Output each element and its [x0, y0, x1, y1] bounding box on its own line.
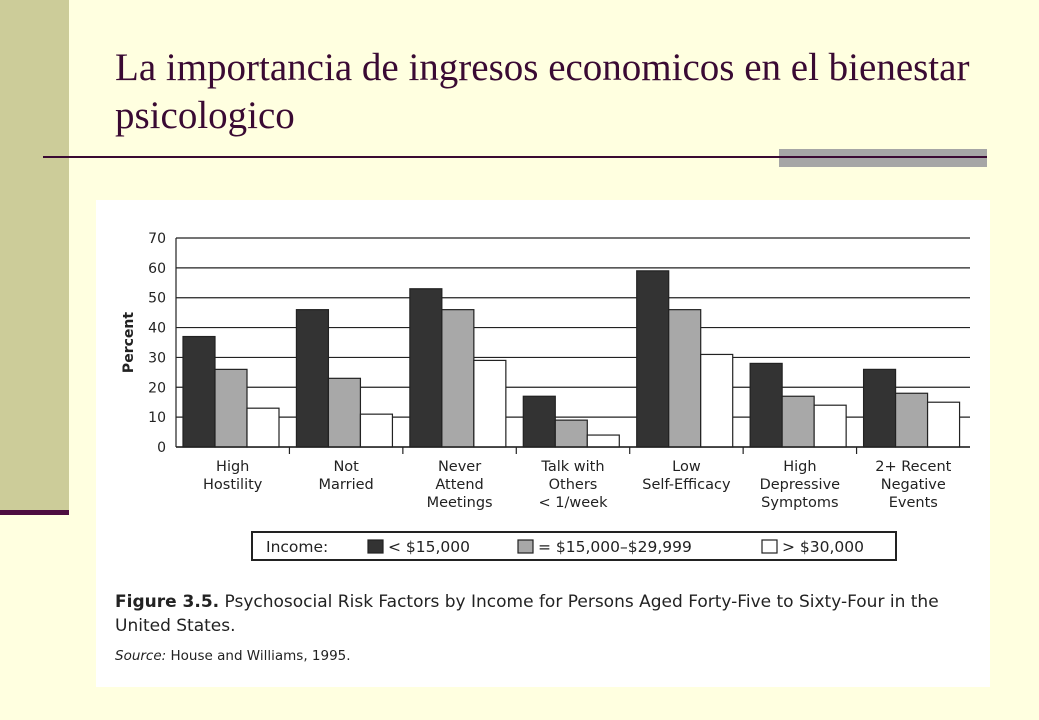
x-tick-label: Meetings [427, 495, 493, 511]
x-tick-label: Others [549, 477, 598, 493]
x-tick-label: Hostility [203, 477, 263, 493]
figure-image: 0 10 20 30 40 50 60 70 Percent High Hostility Not Ma… [96, 200, 990, 687]
x-tick-label: Events [889, 495, 938, 511]
y-axis-label: Percent [121, 312, 137, 373]
left-accent-band [0, 0, 69, 510]
y-tick-label: 40 [148, 321, 166, 337]
slide-title: La importancia de ingresos economicos en… [115, 46, 970, 137]
bar [327, 377, 362, 448]
figure-caption: Figure 3.5. Psychosocial Risk Factors by… [115, 590, 985, 638]
caption-text: Psychosocial Risk Factors by Income for … [115, 592, 939, 636]
bar [700, 353, 734, 448]
y-tick-label: 70 [148, 231, 166, 247]
x-tick-label: High [216, 459, 249, 475]
y-tick-label: 10 [148, 410, 166, 426]
legend-swatch [517, 539, 534, 554]
x-tick-label: Self-Efficacy [642, 477, 731, 493]
legend-title: Income: [266, 538, 328, 556]
figure-source: Source: House and Williams, 1995. [115, 648, 985, 664]
caption-label: Figure 3.5. [115, 592, 220, 612]
x-tick-label: Low [672, 459, 701, 475]
y-tick-label: 0 [157, 440, 166, 456]
legend-label: = $15,000–$29,999 [538, 538, 692, 556]
x-tick-label: Negative [881, 477, 946, 493]
legend-box [251, 531, 897, 561]
bar [894, 392, 929, 448]
legend-swatch [367, 539, 384, 554]
bar [586, 434, 620, 448]
y-tick-label: 60 [148, 261, 166, 277]
x-tick-label: Not [333, 459, 359, 475]
title-divider [43, 156, 987, 158]
legend-label: > $30,000 [782, 538, 864, 556]
y-tick-label: 50 [148, 291, 166, 307]
bar [781, 395, 815, 448]
bar-chart: 0 10 20 30 40 50 60 70 Percent High Hostility Not Ma… [121, 231, 970, 561]
bar [441, 309, 475, 448]
bar [473, 359, 507, 448]
bar [359, 413, 394, 448]
bar [246, 407, 280, 448]
bar [749, 362, 783, 448]
x-tick-label: High [783, 459, 816, 475]
bar [214, 368, 248, 448]
source-text: House and Williams, 1995. [170, 648, 351, 664]
bar [862, 368, 897, 448]
bar [182, 335, 216, 448]
bar [522, 395, 556, 448]
x-tick-label: Married [319, 477, 374, 493]
x-tick-label: Symptoms [761, 495, 838, 511]
x-tick-label: Never [438, 459, 481, 475]
x-tick-label: Talk with [540, 459, 604, 475]
left-accent-line [0, 510, 69, 515]
source-label: Source: [115, 648, 167, 664]
bar [668, 309, 702, 448]
bar [926, 401, 961, 448]
bar [554, 419, 588, 448]
legend-label: < $15,000 [388, 538, 470, 556]
legend-swatch [761, 539, 778, 554]
x-tick-label: Depressive [760, 477, 841, 493]
y-tick-label: 20 [148, 380, 166, 396]
x-tick-label: Attend [435, 477, 483, 493]
bar [409, 288, 443, 448]
bar [813, 404, 847, 448]
x-tick-label: < 1/week [539, 495, 609, 511]
y-tick-label: 30 [148, 350, 166, 366]
bar [295, 309, 330, 448]
bar [636, 270, 670, 448]
title-divider-accent [779, 149, 987, 167]
x-tick-label: 2+ Recent [875, 459, 951, 475]
